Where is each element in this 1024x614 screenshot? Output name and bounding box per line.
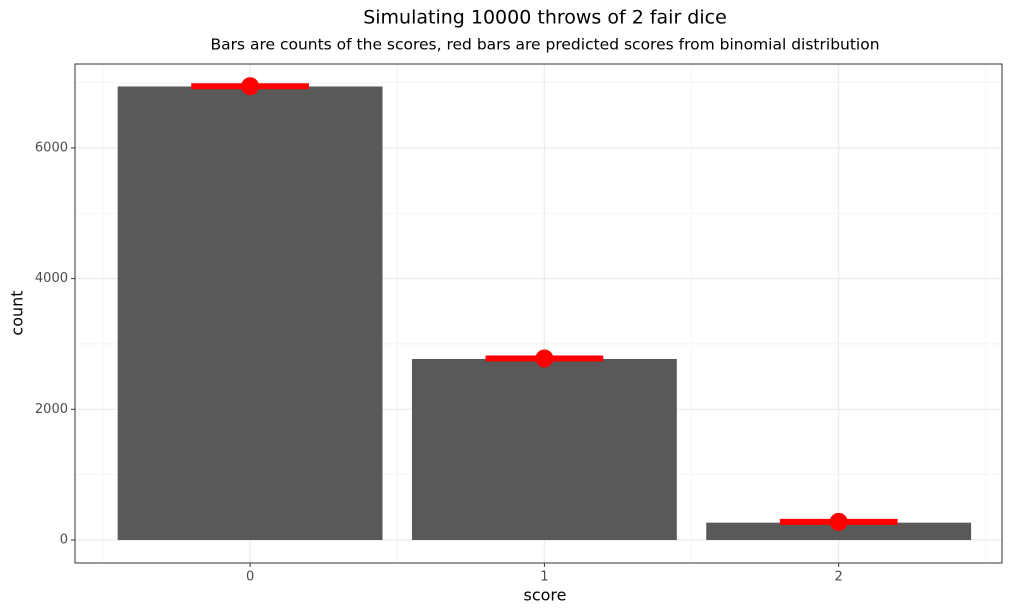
bar [411, 358, 677, 540]
y-tick-label: 6000 [35, 140, 68, 155]
x-tick-label: 1 [540, 570, 548, 585]
x-tick-label: 0 [246, 570, 254, 585]
y-tick-label: 2000 [35, 402, 68, 417]
predicted-point [241, 77, 260, 96]
panel-border [74, 63, 1003, 564]
x-tick-label: 2 [835, 570, 843, 585]
chart-subtitle: Bars are counts of the scores, red bars … [210, 36, 879, 54]
bar [117, 86, 383, 540]
y-axis-label: count [8, 290, 27, 335]
y-tick-label: 4000 [35, 271, 68, 286]
predicted-point [535, 349, 554, 368]
chart-title: Simulating 10000 throws of 2 fair dice [363, 7, 727, 29]
x-axis-label: score [524, 586, 567, 605]
y-tick-label: 0 [60, 532, 68, 547]
predicted-point [829, 512, 848, 531]
bar [706, 522, 972, 540]
